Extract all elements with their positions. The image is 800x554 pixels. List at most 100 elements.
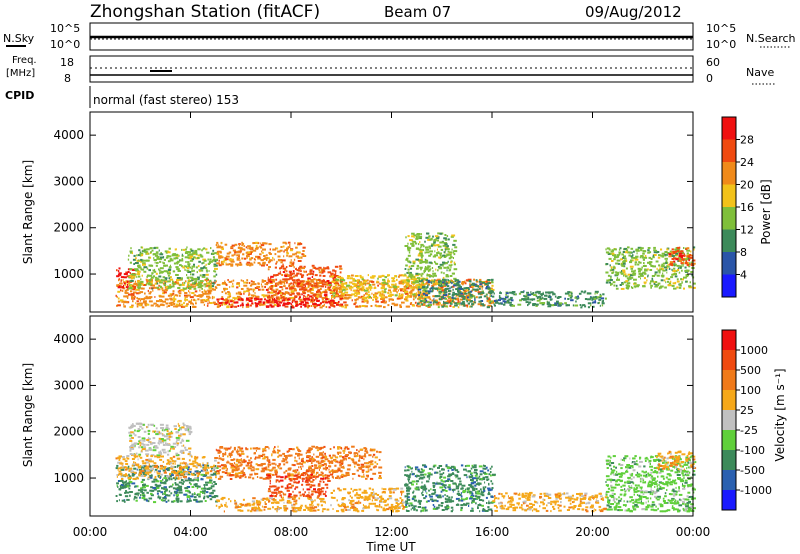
data-cell: [154, 446, 159, 449]
data-cell: [212, 489, 216, 492]
data-cell: [433, 300, 436, 303]
data-cell: [457, 299, 460, 302]
data-cell: [212, 249, 215, 252]
data-cell: [537, 296, 540, 298]
data-cell: [277, 255, 281, 258]
data-cell: [169, 457, 173, 460]
data-cell: [158, 269, 161, 272]
data-cell: [296, 272, 300, 275]
data-cell: [674, 262, 676, 264]
data-cell: [616, 278, 620, 281]
data-cell: [226, 467, 228, 470]
data-cell: [567, 304, 570, 307]
data-cell: [221, 296, 224, 299]
data-cell: [430, 268, 432, 271]
data-cell: [290, 303, 293, 306]
data-cell: [443, 304, 445, 307]
data-cell: [688, 285, 692, 288]
data-cell: [234, 243, 238, 246]
data-cell: [187, 453, 191, 456]
data-cell: [318, 280, 322, 283]
data-cell: [547, 291, 552, 294]
data-cell: [380, 287, 384, 290]
data-cell: [130, 277, 134, 280]
data-cell: [449, 256, 453, 259]
data-cell: [625, 275, 628, 278]
data-cell: [420, 274, 423, 277]
data-cell: [351, 281, 353, 284]
data-cell: [252, 295, 254, 298]
data-cell: [493, 292, 495, 295]
data-cell: [207, 496, 210, 499]
data-cell: [226, 505, 228, 508]
data-cell: [687, 269, 690, 272]
data-cell: [210, 247, 212, 250]
data-cell: [457, 290, 460, 292]
data-cell: [148, 269, 151, 272]
data-cell: [658, 264, 661, 267]
data-cell: [299, 298, 303, 301]
data-cell: [525, 301, 529, 304]
data-cell: [328, 283, 332, 286]
data-cell: [589, 297, 592, 299]
data-cell: [189, 296, 194, 299]
data-cell: [359, 276, 364, 279]
data-cell: [131, 297, 134, 299]
data-cell: [149, 247, 152, 250]
data-cell: [182, 451, 185, 454]
data-cell: [292, 253, 296, 256]
data-cell: [278, 297, 282, 300]
data-cell: [298, 269, 300, 272]
data-cell: [667, 284, 672, 287]
data-cell: [681, 252, 685, 254]
data-cell: [143, 483, 146, 486]
data-cell: [320, 500, 323, 503]
data-cell: [562, 303, 564, 306]
data-cell: [342, 293, 345, 296]
data-cell: [669, 263, 674, 265]
data-cell: [278, 507, 282, 510]
data-cell: [167, 274, 170, 277]
data-cell: [138, 249, 141, 252]
data-cell: [170, 293, 174, 296]
data-cell: [288, 255, 293, 258]
data-cell: [491, 278, 494, 281]
data-cell: [323, 500, 326, 503]
data-cell: [411, 281, 414, 284]
data-cell: [480, 304, 484, 307]
data-cell: [450, 266, 452, 269]
data-cell: [188, 426, 192, 429]
data-cell: [170, 492, 173, 495]
data-cell: [429, 247, 431, 250]
data-cell: [640, 277, 641, 280]
data-cell: [564, 297, 566, 300]
data-cell: [181, 466, 186, 469]
data-cell: [163, 258, 166, 261]
data-cell: [190, 283, 195, 286]
data-cell: [421, 279, 424, 282]
data-cell: [469, 285, 471, 288]
data-cell: [164, 494, 168, 497]
data-cell: [156, 454, 161, 457]
data-cell: [313, 294, 316, 297]
data-cell: [400, 289, 403, 292]
data-cell: [164, 282, 166, 285]
data-cell: [401, 301, 405, 304]
data-cell: [540, 294, 543, 297]
data-cell: [150, 304, 154, 307]
data-cell: [152, 466, 154, 469]
data-cell: [356, 279, 358, 282]
data-cell: [412, 260, 416, 263]
data-cell: [319, 452, 323, 455]
data-cell: [169, 432, 174, 435]
data-cell: [549, 304, 552, 306]
data-cell: [173, 305, 175, 308]
data-cell: [176, 279, 180, 281]
data-cell: [262, 301, 265, 304]
data-cell: [117, 480, 121, 482]
data-cell: [162, 276, 166, 279]
data-cell: [214, 470, 216, 473]
data-cell: [674, 254, 677, 257]
data-cell: [396, 291, 398, 294]
data-cell: [264, 503, 267, 506]
